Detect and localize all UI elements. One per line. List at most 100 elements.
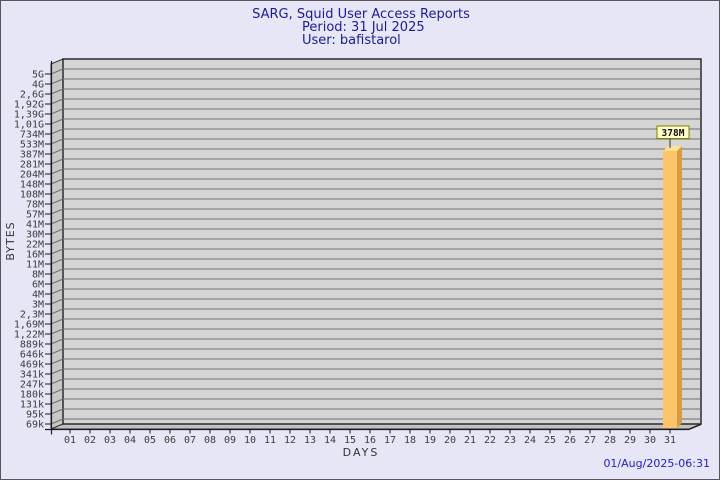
- wall-gridline: [50, 188, 64, 195]
- y-tick-label: 469k: [20, 360, 44, 371]
- y-tick-label: 4G: [32, 80, 44, 91]
- wall-gridline: [50, 388, 64, 395]
- y-tick-label: 69k: [26, 420, 44, 431]
- y-tick-label: 1,92G: [14, 100, 44, 111]
- wall-gridline: [50, 418, 64, 425]
- x-tick-label: 22: [484, 435, 496, 446]
- wall-gridline: [50, 248, 64, 255]
- y-tick-label: 22M: [26, 240, 44, 251]
- wall-gridline: [50, 118, 64, 125]
- x-tick-label: 23: [504, 435, 516, 446]
- y-tick-label: 1,01G: [14, 120, 44, 131]
- generation-timestamp: 01/Aug/2025-06:31: [603, 457, 710, 470]
- chart-user: User: bafistarol: [302, 33, 401, 48]
- x-tick-label: 25: [544, 435, 556, 446]
- y-axis-title: BYTES: [4, 221, 17, 261]
- y-tick-label: 4M: [32, 290, 44, 301]
- y-tick-label: 1,69M: [14, 320, 44, 331]
- x-tick-label: 20: [444, 435, 456, 446]
- x-tick-label: 27: [584, 435, 596, 446]
- x-tick-label: 29: [624, 435, 636, 446]
- bar-value-label: 378M: [662, 128, 685, 139]
- wall-gridline: [50, 208, 64, 215]
- y-tick-label: 41M: [26, 220, 44, 231]
- x-tick-label: 18: [404, 435, 416, 446]
- x-axis-title: DAYS: [342, 446, 380, 459]
- x-tick-label: 03: [104, 435, 116, 446]
- chart-title: SARG, Squid User Access Reports: [252, 7, 470, 22]
- x-tick-label: 26: [564, 435, 576, 446]
- wall-gridline: [50, 98, 64, 105]
- y-tick-label: 5G: [32, 70, 44, 81]
- y-tick-label: 180k: [20, 390, 44, 401]
- x-tick-label: 09: [224, 435, 236, 446]
- y-tick-label: 341k: [20, 370, 44, 381]
- wall-gridline: [50, 278, 64, 285]
- plot-area: [62, 58, 702, 425]
- wall-gridline: [50, 138, 64, 145]
- wall-gridline: [50, 258, 64, 265]
- y-tick-label: 734M: [20, 130, 44, 141]
- wall-gridline: [50, 408, 64, 415]
- y-tick-label: 247k: [20, 380, 44, 391]
- x-tick-label: 12: [284, 435, 296, 446]
- y-tick-label: 131k: [20, 400, 44, 411]
- bar-day-31: [663, 151, 677, 428]
- x-tick-label: 31: [664, 435, 676, 446]
- wall-gridline: [50, 128, 64, 135]
- x-tick-label: 02: [84, 435, 96, 446]
- x-tick-label: 10: [244, 435, 256, 446]
- wall-gridline: [50, 88, 64, 95]
- chart-period: Period: 31 Jul 2025: [302, 20, 425, 35]
- x-tick-label: 13: [304, 435, 316, 446]
- wall-gridline: [50, 308, 64, 315]
- y-tick-label: 30M: [26, 230, 44, 241]
- y-tick-label: 78M: [26, 200, 44, 211]
- bar-top-face: [663, 146, 682, 151]
- x-tick-label: 24: [524, 435, 536, 446]
- wall-gridline: [50, 358, 64, 365]
- wall-gridline: [50, 148, 64, 155]
- x-tick-label: 17: [384, 435, 396, 446]
- wall-gridline: [50, 228, 64, 235]
- y-tick-label: 1,22M: [14, 330, 44, 341]
- y-tick-label: 204M: [20, 170, 44, 181]
- wall-gridline: [50, 398, 64, 405]
- y-tick-label: 1,39G: [14, 110, 44, 121]
- wall-gridline: [50, 218, 64, 225]
- x-tick-label: 11: [264, 435, 276, 446]
- wall-gridline: [50, 68, 64, 75]
- x-tick-label: 21: [464, 435, 476, 446]
- x-tick-label: 01: [64, 435, 76, 446]
- y-tick-label: 11M: [26, 260, 44, 271]
- y-tick-label: 2,3M: [20, 310, 44, 321]
- x-tick-label: 15: [344, 435, 356, 446]
- y-tick-label: 95k: [26, 410, 44, 421]
- y-tick-label: 889k: [20, 340, 44, 351]
- x-tick-label: 08: [204, 435, 216, 446]
- y-tick-label: 6M: [32, 280, 44, 291]
- x-tick-label: 07: [184, 435, 196, 446]
- y-tick-label: 281M: [20, 160, 44, 171]
- wall-gridline: [50, 378, 64, 385]
- wall-gridline: [50, 348, 64, 355]
- y-tick-label: 148M: [20, 180, 44, 191]
- wall-gridline: [50, 168, 64, 175]
- wall-gridline: [50, 338, 64, 345]
- x-tick-label: 19: [424, 435, 436, 446]
- x-tick-label: 28: [604, 435, 616, 446]
- x-tick-label: 04: [124, 435, 136, 446]
- x-tick-label: 16: [364, 435, 376, 446]
- wall-gridline: [50, 178, 64, 185]
- x-tick-label: 14: [324, 435, 336, 446]
- y-tick-label: 16M: [26, 250, 44, 261]
- wall-gridline: [50, 198, 64, 205]
- y-tick-label: 3M: [32, 300, 44, 311]
- wall-gridline: [50, 108, 64, 115]
- x-tick-label: 30: [644, 435, 656, 446]
- y-tick-label: 646k: [20, 350, 44, 361]
- wall-gridline: [50, 288, 64, 295]
- y-tick-label: 533M: [20, 140, 44, 151]
